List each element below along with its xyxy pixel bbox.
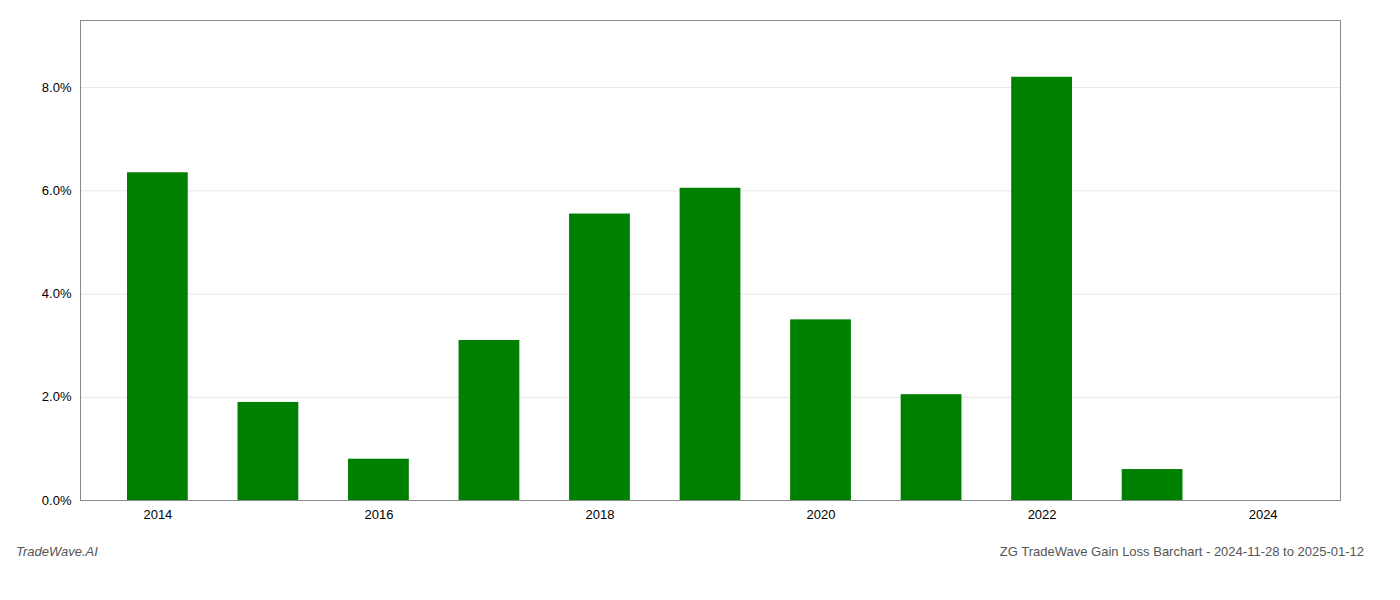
- svg-text:6.0%: 6.0%: [42, 183, 72, 198]
- html-text:ZG TradeWave Gain Loss Barchar: ZG TradeWave Gain Loss Barchart - 2024-1…: [999, 544, 1364, 559]
- svg-text:2014: 2014: [143, 507, 172, 522]
- svg-text:2018: 2018: [586, 507, 615, 522]
- html-text:TradeWave.AI: TradeWave.AI: [16, 544, 98, 559]
- svg-text:2022: 2022: [1028, 507, 1057, 522]
- svg-text:4.0%: 4.0%: [42, 286, 72, 301]
- svg-text:0.0%: 0.0%: [42, 493, 72, 508]
- svg-text:2016: 2016: [364, 507, 393, 522]
- svg-text:2020: 2020: [807, 507, 836, 522]
- svg-text:2.0%: 2.0%: [42, 389, 72, 404]
- svg-text:2024: 2024: [1249, 507, 1278, 522]
- svg-text:8.0%: 8.0%: [42, 80, 72, 95]
